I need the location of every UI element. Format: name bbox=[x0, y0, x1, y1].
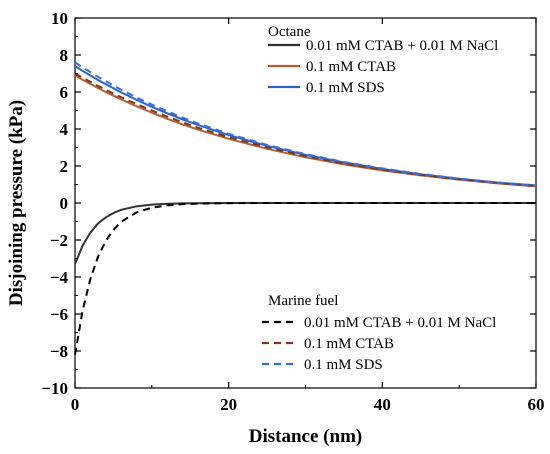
x-tick-label: 60 bbox=[528, 395, 545, 414]
legend-label-marine-fuel-3: 0.1 mM SDS bbox=[304, 357, 383, 373]
x-tick-label: 20 bbox=[220, 395, 237, 414]
legend-label-octane-2: 0.1 mM CTAB bbox=[306, 59, 396, 75]
legend-label-octane-1: 0.01 mM CTAB + 0.01 M NaCl bbox=[306, 38, 498, 54]
y-tick-label: 10 bbox=[51, 9, 68, 28]
x-tick-label: 40 bbox=[374, 395, 391, 414]
y-tick-label: −6 bbox=[50, 305, 68, 324]
series-line-marine-fuel-1 bbox=[74, 202, 536, 355]
y-tick-label: 0 bbox=[60, 194, 69, 213]
legend-title-octane: Octane bbox=[268, 24, 311, 40]
series-layer bbox=[74, 61, 537, 355]
legend-label-marine-fuel-1: 0.01 mM CTAB + 0.01 M NaCl bbox=[304, 315, 496, 331]
y-tick-label: 2 bbox=[60, 157, 69, 176]
legend-title-marine-fuel: Marine fuel bbox=[268, 293, 338, 309]
series-line-marine-fuel-2 bbox=[74, 72, 537, 187]
y-tick-label: 6 bbox=[60, 83, 69, 102]
y-tick-label: 4 bbox=[60, 120, 69, 139]
series-line-octane-1 bbox=[74, 202, 536, 265]
x-tick-label: 0 bbox=[71, 395, 80, 414]
legend-label-octane-3: 0.1 mM SDS bbox=[306, 80, 385, 96]
x-axis-title: Distance (nm) bbox=[249, 426, 362, 447]
y-tick-label: −10 bbox=[41, 379, 68, 398]
y-tick-label: 8 bbox=[60, 46, 69, 65]
y-tick-label: −2 bbox=[50, 231, 68, 250]
legend-label-marine-fuel-2: 0.1 mM CTAB bbox=[304, 336, 394, 352]
y-tick-label: −8 bbox=[50, 342, 68, 361]
series-line-marine-fuel-3 bbox=[74, 61, 537, 187]
ticks-layer: 0 20 40 60 −10 −8 −6 −4 −2 0 2 4 6 8 10 bbox=[41, 9, 544, 414]
y-axis-title: Disjoining pressure (kPa) bbox=[6, 100, 27, 306]
y-tick-label: −4 bbox=[50, 268, 69, 287]
